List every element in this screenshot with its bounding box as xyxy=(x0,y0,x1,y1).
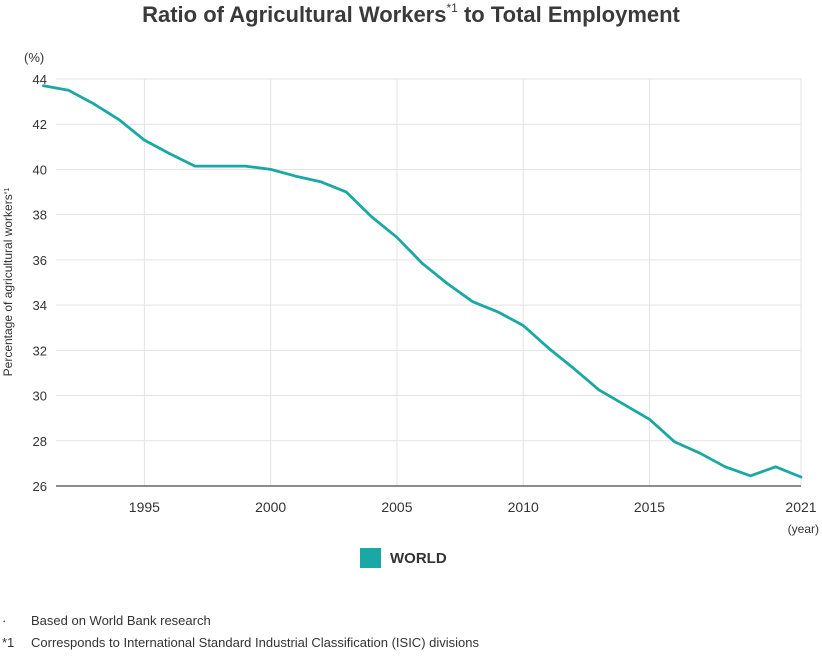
footnote-bullet: · xyxy=(2,613,7,628)
axes: 26 28 30 32 34 36 38 40 42 44 1995 2000 2005 2010 2015… xyxy=(1,50,819,536)
x-tick-label: 2021 xyxy=(785,499,816,515)
y-tick-label: 28 xyxy=(33,434,47,449)
chart-title-tail: to Total Employment xyxy=(463,2,680,27)
x-unit-label: (year) xyxy=(788,522,819,536)
y-tick-label: 40 xyxy=(33,162,47,177)
legend-label-world: WORLD xyxy=(390,549,447,567)
y-tick-label: 38 xyxy=(33,208,47,223)
chart-title-footnote-mark: *1 xyxy=(446,0,458,15)
x-tick-label: 2015 xyxy=(634,499,665,515)
y-tick-label: 32 xyxy=(33,343,47,358)
footnote-isic-mark: *1 xyxy=(2,635,15,650)
y-tick-label: 42 xyxy=(33,117,47,132)
y-tick-label: 30 xyxy=(33,389,47,404)
series-line-world xyxy=(42,84,803,479)
x-tick-label: 2010 xyxy=(508,499,539,515)
chart-title-main: Ratio of Agricultural Workers xyxy=(142,2,447,27)
y-tick-label: 44 xyxy=(33,72,47,87)
y-unit-label: (%) xyxy=(24,50,44,65)
line-chart: 26 28 30 32 34 36 38 40 42 44 1995 2000 2005 2010 2015… xyxy=(1,50,819,536)
x-tick-label: 2005 xyxy=(381,499,412,515)
x-tick-label: 1995 xyxy=(129,499,160,515)
legend-swatch-world xyxy=(360,548,381,568)
x-tick-label: 2000 xyxy=(255,499,286,515)
footnote-isic-text: Corresponds to International Standard In… xyxy=(31,635,479,650)
series-group xyxy=(42,84,803,479)
y-axis-title-footnote-mark: *1 xyxy=(4,188,11,195)
chart-title: Ratio of Agricultural Workers*1 to Total… xyxy=(0,0,822,28)
y-tick-label: 26 xyxy=(33,479,47,494)
y-axis-title: Percentage of agricultural workers*1 xyxy=(1,188,15,377)
gridlines xyxy=(56,78,802,487)
legend: WORLD xyxy=(360,548,447,568)
y-tick-label: 36 xyxy=(33,253,47,268)
y-tick-label: 34 xyxy=(33,298,47,313)
footnote-source-text: Based on World Bank research xyxy=(31,613,211,628)
